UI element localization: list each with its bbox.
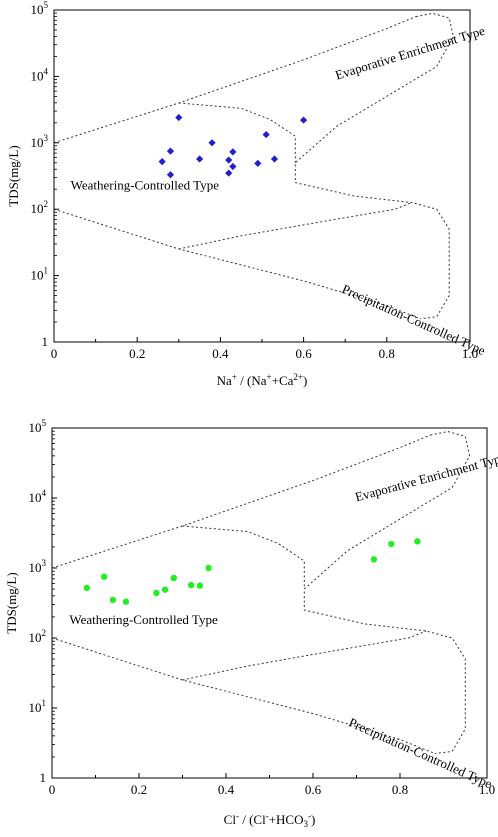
data-point xyxy=(388,540,395,548)
data-point xyxy=(101,573,108,580)
x-tick-label: 0 xyxy=(51,346,58,361)
x-tick-label: 0.4 xyxy=(212,346,229,361)
upper-boundary-curve xyxy=(51,434,431,569)
data-point xyxy=(254,159,262,167)
x-tick-label: 0.6 xyxy=(305,782,322,797)
x-tick-label: 0.2 xyxy=(131,782,147,797)
y-axis-label: TDS(mg/L) xyxy=(4,572,19,633)
x-tick-label: 0.2 xyxy=(129,346,145,361)
x-tick-label: 0.8 xyxy=(392,782,408,797)
data-point xyxy=(175,113,183,122)
x-tick-label: 0.4 xyxy=(218,782,235,797)
chart-panel-2: 0 0.2 0.4 0.6 0.8 1.0 1 101 102 103 104 105 Evaporat… xyxy=(4,418,498,829)
x-tick-label: 1.0 xyxy=(479,782,495,797)
y-tick-label: 104 xyxy=(29,488,47,505)
region-label-precipitation: Precipitation-Controlled Type xyxy=(340,281,488,358)
y-tick-label: 1 xyxy=(42,334,49,349)
data-point xyxy=(370,556,378,563)
data-point xyxy=(262,130,270,139)
data-point xyxy=(300,116,308,124)
y-tick-label: 103 xyxy=(31,133,49,150)
data-point xyxy=(188,581,195,589)
region-label-evaporative: Evaporative Enrichment Type xyxy=(353,450,498,505)
x-tick-label: 0.8 xyxy=(379,346,395,361)
y-tick-label: 102 xyxy=(29,628,47,645)
data-point xyxy=(229,162,237,171)
inner-upper-curve xyxy=(178,102,296,163)
data-point xyxy=(109,596,117,604)
x-axis-label: Na+ / (Na++Ca2+) xyxy=(217,372,308,388)
x-tick-label: 0 xyxy=(49,782,56,797)
region-label-weathering: Weathering-Controlled Type xyxy=(69,612,218,627)
data-point xyxy=(166,171,175,179)
y-tick-label: 104 xyxy=(31,66,49,83)
y-tick-label: 105 xyxy=(31,0,49,17)
data-point xyxy=(83,584,91,592)
data-point xyxy=(225,156,233,164)
data-point xyxy=(122,598,130,605)
data-point xyxy=(196,155,204,163)
data-point xyxy=(166,147,175,155)
data-point xyxy=(414,538,421,545)
inner-upper-curve xyxy=(182,525,305,589)
y-tick-label: 105 xyxy=(29,418,47,435)
outer-loop-curve xyxy=(294,12,454,320)
data-point xyxy=(161,586,169,593)
data-point xyxy=(158,158,166,166)
data-point xyxy=(205,564,212,572)
y-tick-label: 103 xyxy=(29,558,47,575)
data-point xyxy=(153,589,160,597)
chart-panel-1: 0 0.2 0.4 0.6 0.8 1.0 1 101 102 103 104 105 Evaporat… xyxy=(6,0,488,388)
region-label-precipitation: Precipitation-Controlled Type xyxy=(347,715,495,792)
region-label-weathering: Weathering-Controlled Type xyxy=(71,177,220,192)
data-point xyxy=(270,155,279,163)
x-tick-label: 1.0 xyxy=(462,346,478,361)
data-point xyxy=(208,139,216,147)
y-tick-label: 102 xyxy=(31,199,49,216)
region-label-evaporative: Evaporative Enrichment Type xyxy=(333,23,486,83)
y-tick-label: 1 xyxy=(40,770,47,785)
y-axis-label: TDS(mg/L) xyxy=(6,145,21,206)
inner-lower-curve xyxy=(178,202,412,250)
data-point xyxy=(196,582,204,589)
data-point xyxy=(170,574,177,582)
data-point xyxy=(229,148,237,156)
x-axis-label: Cl- / (Cl-+HCO3-) xyxy=(224,811,316,829)
outer-loop-curve xyxy=(303,430,471,754)
x-tick-label: 0.6 xyxy=(295,346,312,361)
upper-boundary-curve xyxy=(53,16,417,144)
data-point xyxy=(225,169,233,177)
lower-boundary-curve xyxy=(53,208,421,320)
inner-lower-curve xyxy=(182,630,427,681)
lower-boundary-curve xyxy=(51,637,435,754)
y-tick-label: 101 xyxy=(31,266,49,283)
y-tick-label: 101 xyxy=(29,698,47,715)
